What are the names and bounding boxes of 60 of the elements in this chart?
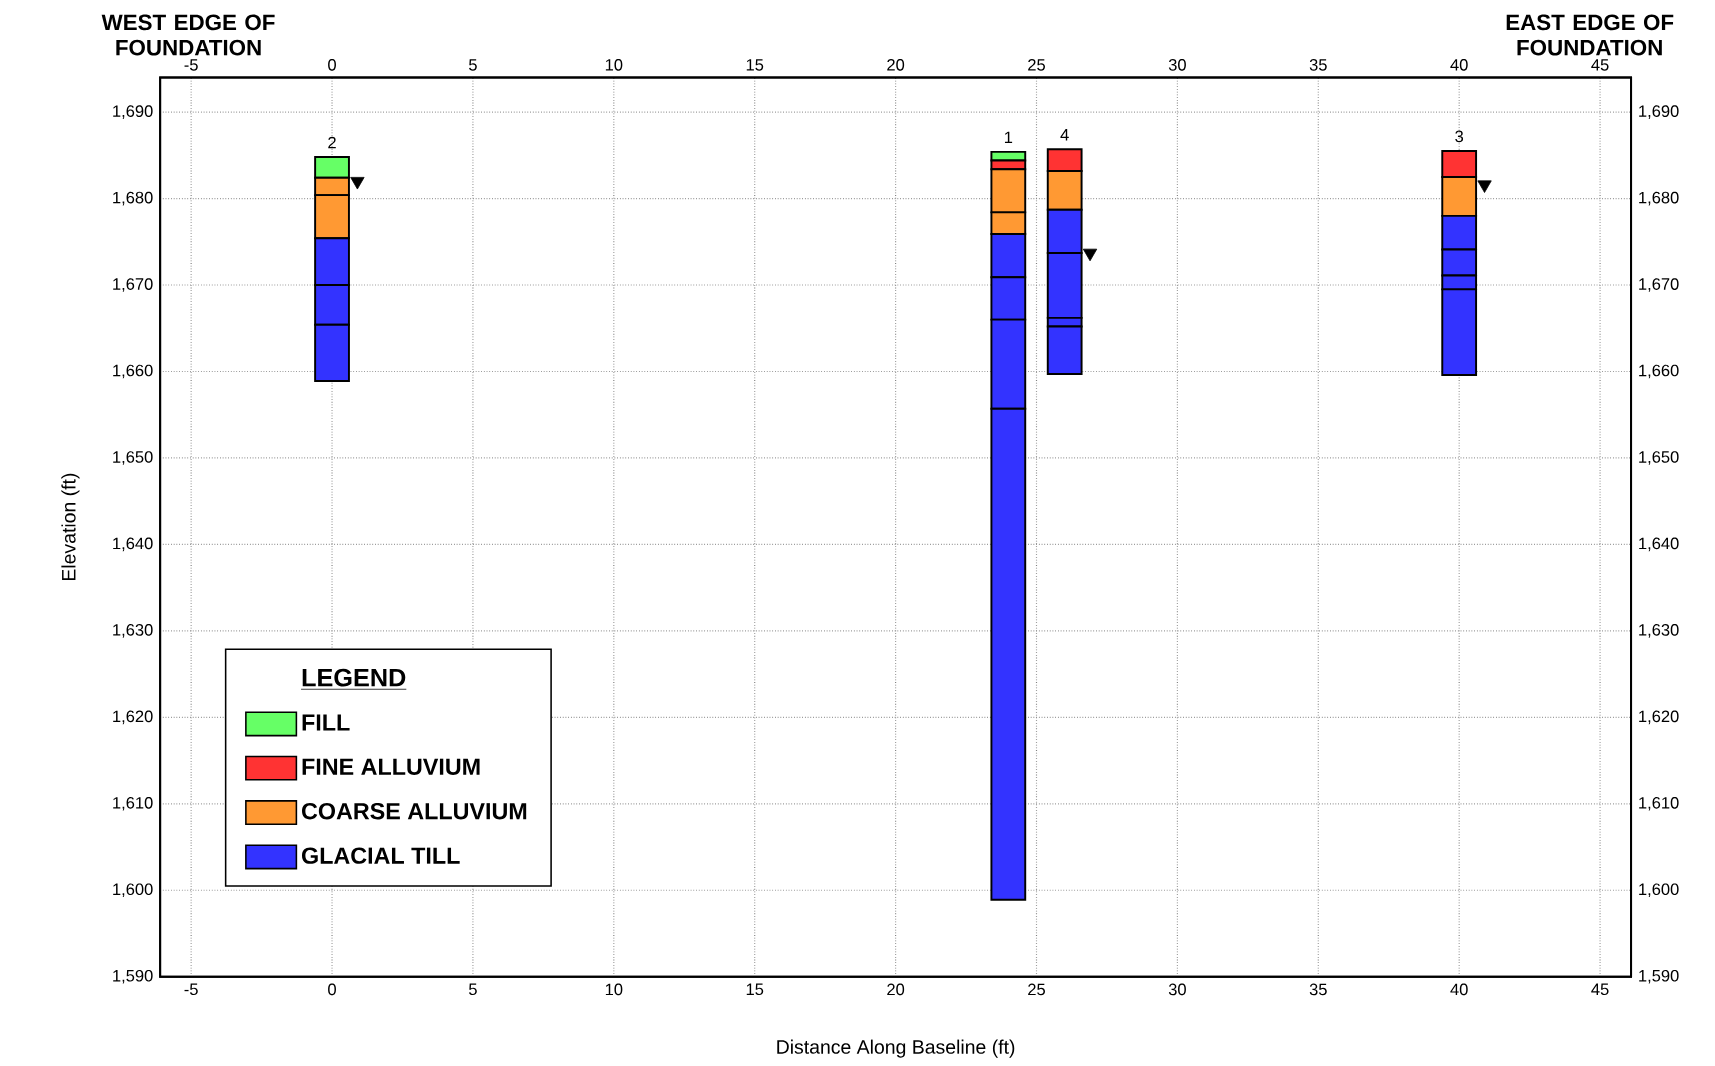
x-tick-label: 30 — [1168, 983, 1186, 996]
x2-tick-label: 40 — [1450, 59, 1468, 71]
y-tick-label: 1,640 — [113, 537, 153, 552]
point — [1082, 248, 1098, 262]
x2-tick-label: 5 — [469, 59, 477, 71]
y2-tick-label: 1,600 — [1639, 883, 1679, 898]
x-tick-label: 35 — [1309, 983, 1327, 996]
y-tick-label: 1,680 — [113, 191, 153, 206]
y-tick-label: 1,600 — [113, 883, 153, 898]
y2-tick-label: 1,670 — [1639, 278, 1679, 292]
x2-tick-label: 10 — [605, 59, 623, 71]
x-tick-label: 0 — [328, 983, 336, 996]
y-tick-label: 1,630 — [113, 624, 153, 638]
text: EAST EDGE OF FOUNDATION — [1506, 14, 1674, 56]
y-tick-label: 1,620 — [113, 710, 153, 725]
x-tick-label: 45 — [1591, 983, 1609, 996]
y2-tick-label: 1,610 — [1639, 797, 1679, 811]
annotation: 2 — [328, 136, 336, 149]
annotation: 1 — [1004, 131, 1013, 144]
y2-tick-label: 1,590 — [1639, 969, 1679, 984]
y-tick-label: 1,670 — [113, 278, 153, 292]
x2-tick-label: 30 — [1168, 59, 1186, 71]
y2-tick-label: 1,640 — [1639, 537, 1679, 552]
x-tick-label: 15 — [746, 983, 764, 996]
y2-tick-label: 1,690 — [1639, 105, 1679, 119]
x-tick-label: 40 — [1450, 983, 1468, 996]
point — [1477, 180, 1492, 193]
y2-tick-label: 1,680 — [1639, 191, 1679, 206]
y-tick-label: 1,660 — [113, 364, 153, 379]
legend-label: COARSE ALLUVIUM — [302, 802, 527, 820]
y2-tick-label: 1,620 — [1639, 710, 1679, 725]
x-tick-label: 10 — [605, 983, 623, 996]
legend-label: GLACIAL TILL — [302, 847, 460, 864]
y-tick-label: 1,610 — [113, 797, 153, 811]
annotation: 4 — [1060, 129, 1069, 141]
x2-tick-label: 25 — [1028, 59, 1045, 71]
legend-label: FILL — [302, 714, 350, 731]
x-tick-label: 20 — [887, 983, 905, 996]
x2-tick-label: 45 — [1591, 59, 1609, 71]
x2-tick-label: -5 — [184, 59, 198, 71]
y2-tick-label: 1,660 — [1639, 364, 1679, 379]
x-tick-label: 25 — [1028, 983, 1045, 996]
x-tick-label: 5 — [469, 983, 477, 996]
y-axis-title: Elevation (ft) — [61, 473, 80, 581]
x-tick-label: -5 — [184, 983, 198, 996]
annotation: 3 — [1455, 130, 1464, 143]
legend-title: LEGEND — [302, 668, 406, 687]
x2-tick-label: 35 — [1309, 59, 1327, 71]
y-tick-label: 1,690 — [113, 105, 153, 119]
text: WEST EDGE OF FOUNDATION — [101, 14, 275, 56]
y2-tick-label: 1,650 — [1639, 451, 1679, 465]
point — [350, 177, 365, 190]
y2-tick-label: 1,630 — [1639, 624, 1679, 638]
x-axis-title: Distance Along Baseline (ft) — [777, 1039, 1015, 1058]
y-tick-label: 1,650 — [113, 451, 153, 465]
x2-tick-label: 20 — [887, 59, 905, 71]
y-tick-label: 1,590 — [113, 969, 153, 984]
legend-label: FINE ALLUVIUM — [302, 758, 480, 775]
x2-tick-label: 15 — [746, 59, 764, 71]
x2-tick-label: 0 — [328, 59, 336, 71]
